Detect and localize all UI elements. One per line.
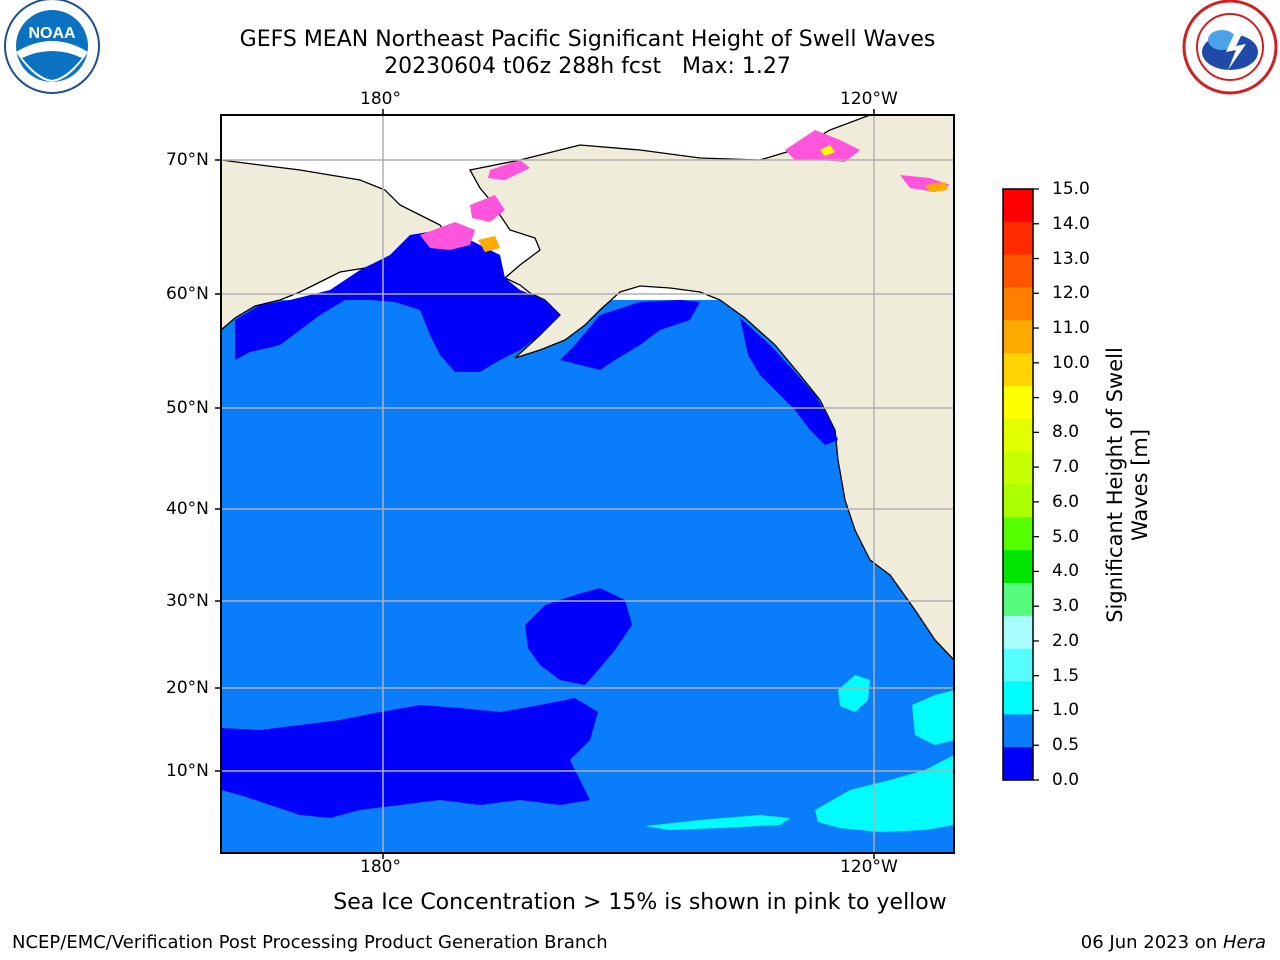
colorbar-swatch [1003, 517, 1033, 551]
graticule [221, 115, 954, 853]
colorbar-tick-label: 12.0 [1052, 283, 1090, 304]
colorbar-swatch [1003, 386, 1033, 420]
swell-mid-east [815, 755, 954, 832]
title-line-2: 20230604 t06z 288h fcst Max: 1.27 [384, 54, 791, 79]
colorbar-swatch [1003, 451, 1033, 485]
colorbar-tick-label: 10.0 [1052, 352, 1090, 373]
swell-low-tropics [221, 698, 598, 818]
swell-low-bering [235, 230, 560, 372]
colorbar-tick-label: 3.0 [1052, 596, 1080, 617]
colorbar-swatch [1003, 714, 1033, 748]
footer-date: 06 Jun 2023 on Hera [1081, 932, 1266, 953]
colorbar-swatch [1003, 320, 1033, 354]
colorbar-tick-label: 0.5 [1052, 735, 1080, 756]
colorbar-swatch [1003, 353, 1033, 387]
chart-title: GEFS MEAN Northeast Pacific Significant … [0, 26, 1175, 80]
colorbar-swatch [1003, 221, 1033, 256]
colorbar-swatch [1003, 747, 1033, 781]
lat-label-30n: 30°N [166, 591, 209, 611]
colorbar-tick-label: 14.0 [1052, 213, 1090, 234]
colorbar-swatch [1003, 484, 1033, 518]
colorbar-swatch [1003, 189, 1033, 223]
colorbar-tick-label: 7.0 [1052, 457, 1080, 478]
lon-label-bottom-120w: 120°W [840, 857, 898, 877]
colorbar-tick-label: 15.0 [1052, 179, 1090, 199]
colorbar-tick-label: 4.0 [1052, 561, 1080, 582]
swell-mid-small2 [645, 815, 790, 830]
footer-host: Hera [1222, 932, 1266, 953]
noaa-logo-text: NOAA [28, 25, 76, 42]
colorbar-swatch [1003, 287, 1033, 321]
colorbar-tick-label: 1.5 [1052, 665, 1080, 686]
colorbar-tick-label: 5.0 [1052, 526, 1080, 547]
title-line-1: GEFS MEAN Northeast Pacific Significant … [239, 27, 936, 52]
lat-label-50n: 50°N [166, 398, 209, 418]
colorbar-label-line1: Significant Height of Swell [1103, 347, 1127, 623]
colorbar-swatch [1003, 550, 1033, 584]
swell-low-bc-coast [740, 318, 838, 445]
colorbar-tick-label: 13.0 [1052, 248, 1090, 269]
swell-mid-small1 [838, 675, 870, 712]
colorbar-tick-label: 11.0 [1052, 318, 1090, 339]
swell-low-gulf-alaska [560, 300, 700, 370]
colorbar-tick-label: 0.0 [1052, 770, 1080, 790]
footer-date-text: 06 Jun 2023 on [1080, 932, 1223, 953]
colorbar-tick-label: 6.0 [1052, 491, 1080, 512]
colorbar-tick-label: 2.0 [1052, 630, 1080, 651]
swell-mid-mexico [912, 690, 954, 745]
colorbar-swatch [1003, 583, 1033, 617]
sea-ice-patches [420, 130, 950, 252]
colorbar-swatch [1003, 615, 1033, 650]
colorbar-swatch [1003, 648, 1033, 682]
colorbar-tick-label: 1.0 [1052, 700, 1080, 721]
lat-label-70n: 70°N [166, 150, 209, 170]
nws-logo [1182, 0, 1278, 95]
colorbar-tick-label: 8.0 [1052, 422, 1080, 443]
lat-label-40n: 40°N [166, 499, 209, 519]
lat-label-60n: 60°N [166, 284, 209, 304]
colorbar-tick-label: 9.0 [1052, 387, 1080, 408]
sea-ice-note: Sea Ice Concentration > 15% is shown in … [333, 890, 947, 915]
footer-credit: NCEP/EMC/Verification Post Processing Pr… [12, 932, 608, 953]
colorbar-label-line2: Waves [m] [1128, 428, 1152, 542]
noaa-logo: NOAA [4, 0, 100, 94]
swell-low-hawaii [525, 588, 632, 685]
colorbar-frame [1002, 188, 1034, 781]
colorbar-swatch [1003, 681, 1033, 715]
land-north-america [468, 115, 954, 661]
colorbar-swatch [1003, 418, 1033, 453]
lat-label-20n: 20°N [166, 678, 209, 698]
lon-label-top-180: 180° [360, 89, 401, 109]
map-frame [220, 114, 955, 854]
colorbar-swatch [1003, 254, 1033, 288]
colorbar-label: Significant Height of Swell Waves [m] [1103, 347, 1153, 623]
lat-label-10n: 10°N [166, 761, 209, 781]
lon-label-bottom-180: 180° [360, 857, 401, 877]
lon-label-top-120w: 120°W [840, 89, 898, 109]
colorbar [1002, 188, 1039, 781]
